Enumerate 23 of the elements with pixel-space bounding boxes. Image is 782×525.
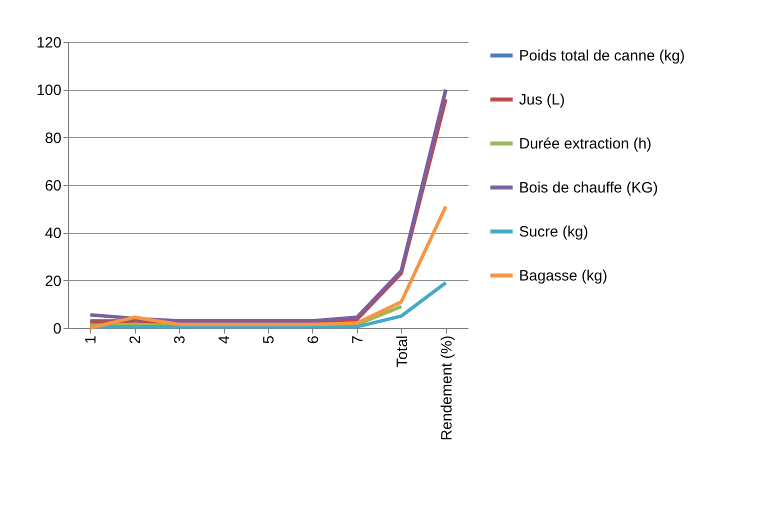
y-tick-label: 100: [36, 82, 62, 100]
legend-label: Bagasse (kg): [519, 268, 608, 284]
legend-label: Jus (L): [519, 92, 565, 108]
x-tick-label: 7: [349, 336, 366, 344]
x-tick-label: 4: [216, 336, 234, 344]
x-tick-label: Rendement (%): [438, 336, 456, 441]
legend-label: Durée extraction (h): [519, 136, 652, 152]
y-tick-label: 0: [53, 320, 62, 338]
x-tick-label: 2: [127, 336, 144, 344]
y-tick-label: 120: [36, 34, 62, 52]
y-tick-label: 60: [44, 178, 62, 194]
y-tick-label: 40: [44, 225, 62, 242]
x-tick-label: 5: [260, 336, 278, 344]
line-series: [88, 204, 448, 330]
x-tick-label: 3: [172, 336, 189, 344]
x-tick-label: 1: [82, 336, 100, 344]
x-tick-label: Total: [394, 336, 411, 368]
x-tick-label: 6: [304, 336, 322, 344]
legend-label: Poids total de canne (kg): [519, 48, 685, 64]
y-tick-label: 80: [44, 130, 62, 147]
legend-label: Sucre (kg): [519, 224, 588, 240]
legend-label: Bois de chauffe (KG): [519, 180, 658, 196]
y-tick-label: 20: [44, 272, 62, 290]
